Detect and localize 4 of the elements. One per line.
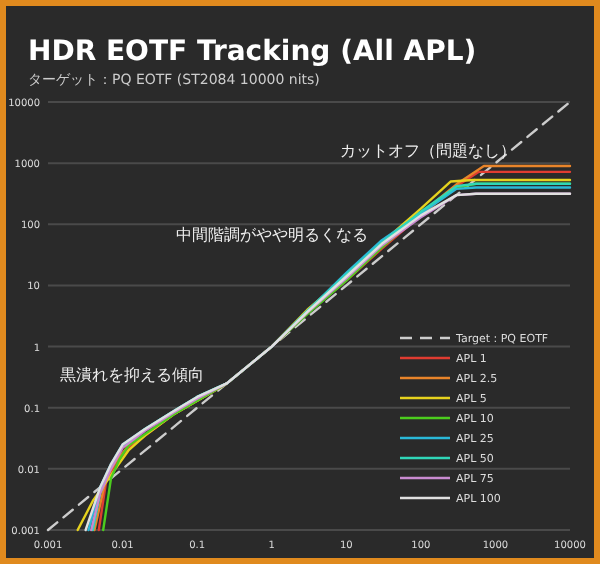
chart-title: HDR EOTF Tracking (All APL) (28, 36, 477, 68)
annotation: 黒潰れを抑える傾向 (60, 366, 204, 384)
annotation: 中間階調がやや明るくなる (176, 226, 368, 244)
annotation: カットオフ（問題なし） (340, 142, 516, 160)
